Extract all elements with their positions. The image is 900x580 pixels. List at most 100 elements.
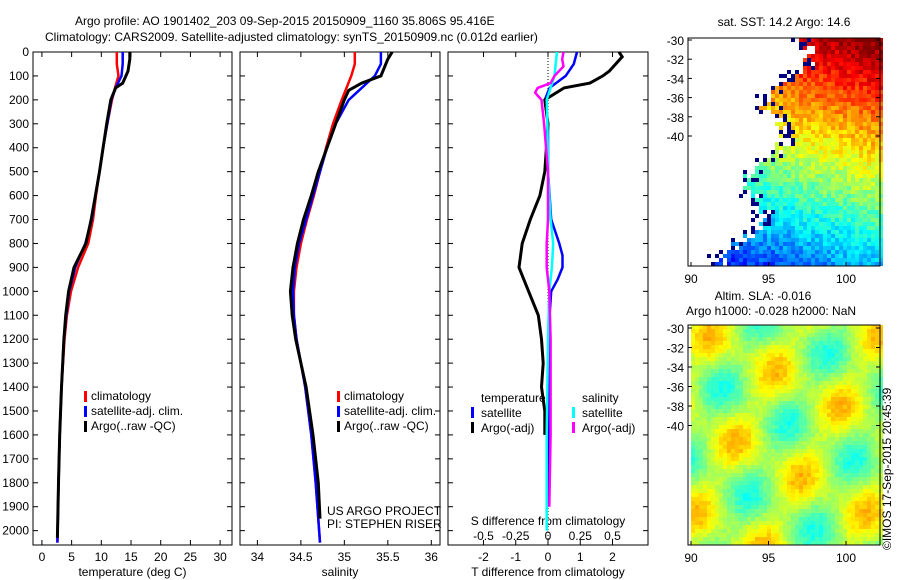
map-cell: [755, 425, 759, 429]
map-cell: [695, 449, 699, 453]
map-cell: [755, 537, 759, 541]
map-cell: [859, 525, 863, 529]
map-cell: [811, 242, 815, 246]
x-tick-label: 30: [213, 550, 227, 564]
map-cell: [847, 134, 851, 138]
map-cell: [731, 493, 735, 497]
map-cell: [823, 254, 827, 258]
map-cell: [779, 102, 783, 106]
map-cell: [747, 254, 751, 258]
map-cell: [875, 493, 879, 497]
map-cell: [795, 421, 799, 425]
map-cell: [879, 401, 883, 405]
map-cell: [803, 497, 807, 501]
map-cell: [795, 525, 799, 529]
map-cell: [835, 126, 839, 130]
map-cell: [827, 501, 831, 505]
map-cell: [859, 461, 863, 465]
map-cell: [751, 393, 755, 397]
map-cell: [823, 258, 827, 262]
map-cell: [791, 126, 795, 130]
map-cell: [827, 357, 831, 361]
map-cell: [807, 353, 811, 357]
map-cell: [851, 182, 855, 186]
map-cell: [835, 94, 839, 98]
map-cell: [835, 86, 839, 90]
map-cell: [879, 449, 883, 453]
map-cell: [875, 461, 879, 465]
map-cell: [855, 397, 859, 401]
map-cell: [867, 521, 871, 525]
map-cell: [847, 198, 851, 202]
map-cell: [843, 449, 847, 453]
map-cell: [735, 250, 739, 254]
map-cell: [691, 413, 695, 417]
map-cell: [847, 333, 851, 337]
map-cell: [819, 457, 823, 461]
map-cell: [819, 509, 823, 513]
map-cell: [847, 246, 851, 250]
map-cell: [835, 218, 839, 222]
map-cell: [771, 473, 775, 477]
map-cell: [719, 397, 723, 401]
map-cell: [715, 533, 719, 537]
map-cell: [823, 349, 827, 353]
map-cell: [815, 393, 819, 397]
map-cell: [719, 445, 723, 449]
map-cell: [807, 194, 811, 198]
map-cell: [827, 254, 831, 258]
map-cell: [807, 537, 811, 541]
map-cell: [863, 146, 867, 150]
map-cell: [811, 337, 815, 341]
map-cell: [727, 369, 731, 373]
map-cell: [879, 138, 883, 142]
map-cell: [695, 421, 699, 425]
map-cell: [763, 393, 767, 397]
map-cell: [827, 533, 831, 537]
map-cell: [823, 114, 827, 118]
plot-frame: [32, 51, 233, 546]
map-cell: [799, 449, 803, 453]
map-cell: [747, 453, 751, 457]
x-tick-label: 0: [39, 550, 46, 564]
map-cell: [739, 461, 743, 465]
map-cell: [823, 230, 827, 234]
map-cell: [839, 74, 843, 78]
map-cell: [803, 110, 807, 114]
map-cell: [751, 481, 755, 485]
map-cell: [851, 329, 855, 333]
map-cell: [803, 345, 807, 349]
map-cell: [699, 541, 703, 545]
map-cell: [735, 333, 739, 337]
map-cell: [819, 525, 823, 529]
map-cell: [867, 226, 871, 230]
map-cell: [839, 373, 843, 377]
map-cell: [755, 365, 759, 369]
map-cell: [739, 429, 743, 433]
map-cell: [723, 481, 727, 485]
map-cell: [807, 218, 811, 222]
map-cell: [731, 337, 735, 341]
map-cell: [771, 329, 775, 333]
map-cell: [747, 429, 751, 433]
map-cell: [859, 58, 863, 62]
map-cell: [867, 214, 871, 218]
map-cell: [751, 521, 755, 525]
map-cell: [819, 361, 823, 365]
map-cell: [879, 385, 883, 389]
map-cell: [791, 78, 795, 82]
map-cell: [715, 353, 719, 357]
map-cell: [875, 82, 879, 86]
map-cell: [795, 214, 799, 218]
map-cell: [767, 365, 771, 369]
map-cell: [827, 126, 831, 130]
map-cell: [731, 349, 735, 353]
map-cell: [839, 258, 843, 262]
map-cell: [759, 258, 763, 262]
map-cell: [855, 477, 859, 481]
map-cell: [691, 381, 695, 385]
map-cell: [771, 174, 775, 178]
map-cell: [831, 234, 835, 238]
map-cell: [711, 357, 715, 361]
map-cell: [779, 110, 783, 114]
